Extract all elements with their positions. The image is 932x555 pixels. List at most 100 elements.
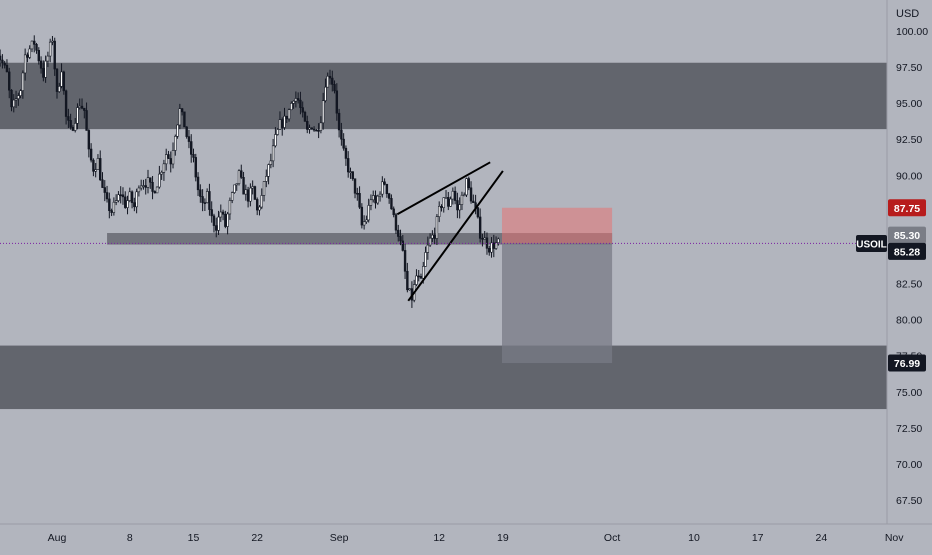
candle-body <box>14 98 18 101</box>
time-tick-label: Aug <box>48 532 67 544</box>
candle-body <box>185 126 188 137</box>
candle-body <box>171 150 175 165</box>
candle-body <box>290 103 293 110</box>
candle-body <box>426 244 430 253</box>
candle-body <box>78 105 81 108</box>
candle-body <box>401 240 404 251</box>
candle-body <box>108 198 111 211</box>
candle-body <box>94 169 97 172</box>
candle-body <box>42 67 45 78</box>
candle-body <box>435 216 439 239</box>
candle-body <box>92 159 95 172</box>
price-label-bg <box>888 242 926 260</box>
price-label-bg <box>888 354 926 372</box>
price-tick-label: 67.50 <box>896 495 922 507</box>
candle-body <box>276 129 279 135</box>
candle-body <box>10 89 13 108</box>
candle-body <box>253 186 257 200</box>
candle-body <box>424 252 427 267</box>
candle-body <box>99 158 102 181</box>
candle-body <box>35 44 38 51</box>
candle-body <box>121 194 125 198</box>
candle-body <box>105 192 109 200</box>
candle-body <box>208 191 211 210</box>
candle-body <box>39 60 43 69</box>
candle-body <box>174 136 177 151</box>
symbol-badge[interactable]: USOIL <box>856 235 887 252</box>
candle-body <box>285 115 288 120</box>
candle-body <box>447 197 450 207</box>
candle-body <box>221 211 225 215</box>
price-label: 85.30 <box>894 230 920 242</box>
price-label-bg <box>888 226 926 244</box>
upper-resistance-zone <box>0 62 887 130</box>
candle-body <box>296 98 300 101</box>
price-labels: 87.75 85.30 85.28 76.99 <box>888 199 926 372</box>
candle-body <box>274 134 277 147</box>
candle-body <box>299 99 302 108</box>
trendline-lower <box>407 170 504 302</box>
candle-body <box>167 154 170 159</box>
candle-body <box>399 236 402 242</box>
price-tick-label: 90.00 <box>896 170 922 182</box>
candle-body <box>406 270 409 291</box>
candle-body <box>119 194 122 197</box>
candle-body <box>153 191 157 194</box>
candle-body <box>101 179 104 188</box>
time-tick-label: Oct <box>604 532 620 544</box>
candle-body <box>187 136 191 142</box>
time-scale[interactable] <box>0 524 932 550</box>
candle-body <box>244 189 248 195</box>
candle-body <box>103 187 106 193</box>
candle-body <box>0 55 2 61</box>
time-tick-label: Sep <box>330 532 349 544</box>
lower-support-zone <box>0 345 887 410</box>
candle-body <box>312 128 316 131</box>
trendlines-layer[interactable] <box>396 161 504 302</box>
candle-body <box>85 110 88 131</box>
candle-body <box>33 40 36 45</box>
candle-body <box>255 199 259 211</box>
price-scale[interactable] <box>887 0 932 524</box>
candle-body <box>328 75 332 79</box>
candle-body <box>133 202 136 208</box>
candle-body <box>340 129 343 140</box>
candle-body <box>192 154 195 158</box>
candle-body <box>215 225 218 231</box>
candle-body <box>235 183 238 186</box>
candle-body <box>451 190 455 200</box>
candle-body <box>139 185 143 189</box>
candle-body <box>178 108 182 126</box>
candle-body <box>217 216 220 231</box>
candle-body <box>89 148 93 161</box>
short-position-layer[interactable] <box>501 207 613 364</box>
time-tick-label: 10 <box>688 532 700 544</box>
price-tick-label: 97.50 <box>896 62 922 74</box>
candle-body <box>144 185 147 188</box>
candle-body <box>349 171 352 173</box>
candle-body <box>180 108 184 113</box>
candle-body <box>23 54 27 74</box>
candle-body <box>205 191 209 204</box>
candle-body <box>417 275 420 278</box>
candle-body <box>383 181 386 185</box>
candle-body <box>114 200 118 203</box>
candle-body <box>449 198 452 207</box>
candle-body <box>242 177 245 195</box>
candle-body <box>8 71 11 91</box>
price-tick-label: 95.00 <box>896 98 922 110</box>
candle-body <box>292 100 295 104</box>
price-label: 85.28 <box>894 246 920 258</box>
candle-body <box>419 276 423 279</box>
candle-body <box>71 127 75 131</box>
price-tick-label: 100.00 <box>896 26 928 38</box>
price-tick-label: 82.50 <box>896 279 922 291</box>
candle-body <box>51 40 54 43</box>
candle-body <box>356 192 359 195</box>
candle-body <box>53 40 56 70</box>
candle-body <box>199 189 202 197</box>
candle-body <box>74 123 77 131</box>
candle-body <box>30 40 34 50</box>
candle-body <box>342 138 345 149</box>
